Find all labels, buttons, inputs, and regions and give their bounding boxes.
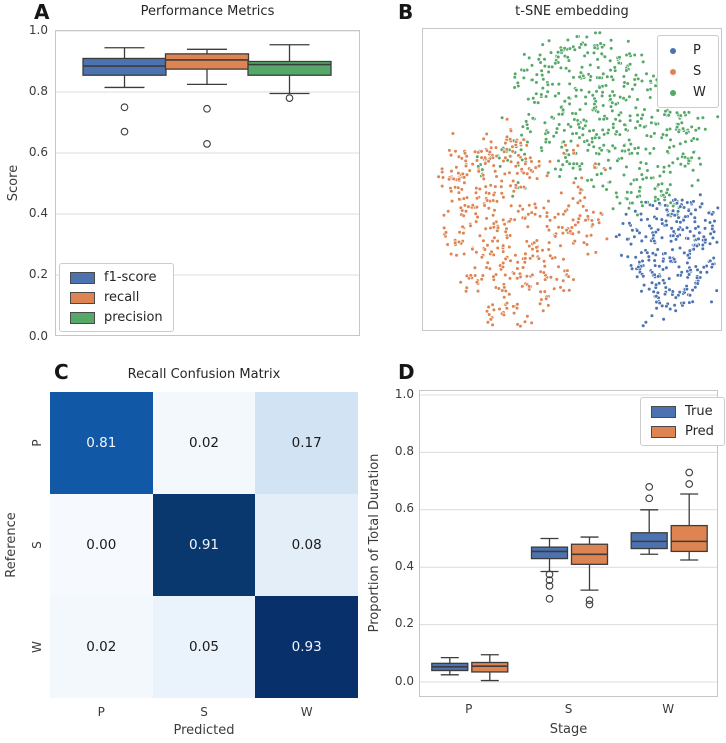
panel-c-col-label-P: P — [97, 705, 105, 719]
panel-c-title: Recall Confusion Matrix — [127, 367, 281, 382]
box-Pred-W — [670, 468, 708, 561]
cell-P-P: 0.81 — [50, 392, 153, 494]
box-Pred-S — [570, 536, 609, 609]
legend-item-f1-score: f1-score — [70, 270, 163, 285]
cell-S-S: 0.91 — [152, 494, 256, 596]
panel-a-ytick-0.4: 0.4 — [28, 206, 48, 221]
panel-d-legend: True Pred — [640, 397, 725, 446]
panel-d-xlabel: Stage — [549, 722, 588, 737]
legend-label: True — [685, 404, 713, 419]
panel-d-xtick-W: W — [662, 702, 675, 716]
cell-S-W: 0.08 — [255, 494, 358, 596]
panel-a-ylabel: Score — [6, 164, 21, 202]
panel-a-ytick-1.0: 1.0 — [28, 22, 48, 37]
panel-b-legend: P S W — [657, 35, 719, 108]
panel-d-ytick-0.8: 0.8 — [394, 443, 414, 458]
panel-d-ytick-0.6: 0.6 — [394, 501, 414, 516]
panel-a-title: Performance Metrics — [140, 4, 275, 19]
legend-label: S — [693, 64, 702, 79]
cell-W-P: 0.02 — [50, 596, 153, 698]
cell-W-W: 0.93 — [255, 596, 358, 698]
box-True-S — [530, 537, 569, 603]
panel-a-letter: A — [34, 0, 50, 24]
legend-item-recall: recall — [70, 290, 163, 305]
panel-d-ytick-1.0: 1.0 — [394, 386, 414, 401]
true-swatch — [651, 405, 676, 418]
panel-a-ytick-0.8: 0.8 — [28, 83, 48, 98]
s-dot-icon — [670, 68, 676, 75]
confusion-matrix: 0.81 0.02 0.17 0.00 0.91 0.08 0.02 0.05 0.93 — [50, 392, 358, 698]
panel-c-row-label-P: P — [30, 439, 44, 447]
box-True-P — [431, 656, 469, 676]
w-dot-icon — [670, 89, 676, 96]
panel-d-letter: D — [398, 360, 416, 384]
legend-label: precision — [104, 310, 163, 325]
recall-swatch — [70, 291, 95, 304]
boxplot-performance-metrics — [56, 31, 359, 276]
cell-W-S: 0.05 — [152, 596, 256, 698]
panel-c-col-label-S: S — [200, 705, 208, 719]
legend-label: Pred — [685, 424, 714, 439]
panel-d-ytick-0.0: 0.0 — [394, 673, 414, 688]
duration-boxplot — [420, 394, 717, 683]
legend-item-true: True — [651, 404, 714, 419]
panel-c-xlabel: Predicted — [173, 723, 235, 738]
panel-d-ytick-0.4: 0.4 — [394, 558, 414, 573]
panel-a-ytick-0.6: 0.6 — [28, 144, 48, 159]
box-Pred-P — [471, 654, 509, 682]
panel-b-letter: B — [398, 0, 414, 24]
legend-label: P — [693, 43, 701, 58]
box-True-W — [630, 482, 668, 555]
panel-b-title: t-SNE embedding — [515, 4, 629, 19]
legend-item-precision: precision — [70, 310, 163, 325]
box-recall — [164, 48, 250, 148]
legend-label: W — [693, 85, 706, 100]
scatter-class-P — [614, 192, 720, 328]
cell-P-S: 0.02 — [152, 392, 256, 494]
precision-swatch — [70, 311, 95, 324]
legend-item-pred: Pred — [651, 424, 714, 439]
legend-item-s: S — [666, 64, 706, 79]
legend-label: f1-score — [104, 270, 157, 285]
box-precision — [247, 44, 332, 102]
panel-d-ytick-0.2: 0.2 — [394, 616, 414, 631]
box-f1-score — [82, 47, 167, 136]
legend-item-w: W — [666, 85, 706, 100]
legend-item-p: P — [666, 43, 706, 58]
panel-c-row-label-W: W — [30, 641, 44, 653]
f1-score-swatch — [70, 271, 95, 284]
panel-c-row-label-S: S — [30, 541, 44, 549]
pred-swatch — [651, 425, 676, 438]
panel-c-letter: C — [54, 360, 70, 384]
legend-label: recall — [104, 290, 140, 305]
panel-c-col-label-W: W — [300, 705, 313, 719]
cell-S-P: 0.00 — [50, 494, 153, 596]
panel-a-legend: f1-score recall precision — [59, 263, 174, 332]
scatter-class-S — [436, 117, 609, 329]
panel-a-ytick-0.0: 0.0 — [28, 328, 48, 343]
panel-d-xtick-P: P — [465, 702, 473, 716]
panel-d-xtick-S: S — [564, 702, 573, 716]
panel-a-ytick-0.2: 0.2 — [28, 267, 48, 282]
panel-c-ylabel: Reference — [4, 512, 19, 578]
cell-P-W: 0.17 — [255, 392, 358, 494]
p-dot-icon — [670, 47, 676, 54]
